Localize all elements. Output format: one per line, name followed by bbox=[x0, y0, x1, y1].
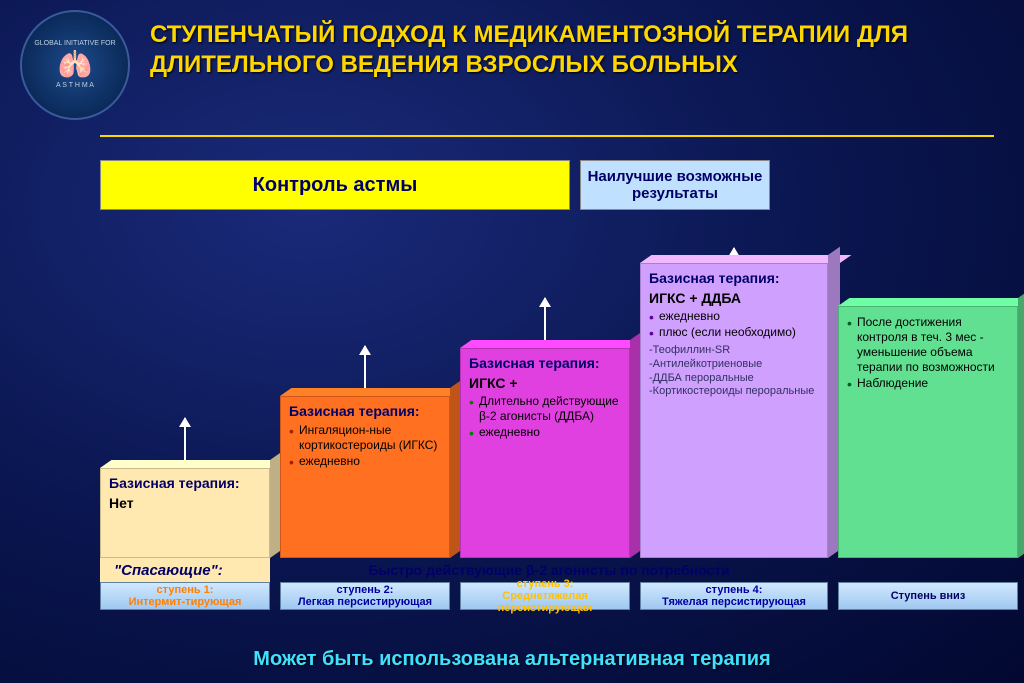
therapy-sub: Нет bbox=[109, 495, 261, 513]
step-name: Ступень вниз bbox=[891, 590, 966, 602]
therapy-box: Базисная терапия: Ингаляцион-ные кортикос… bbox=[280, 396, 450, 558]
step-name: ступень 4: bbox=[706, 584, 763, 596]
therapy-extra-item: -ДДБА пероральные bbox=[649, 372, 819, 386]
step-name: ступень 2: bbox=[337, 584, 394, 596]
step-desc: Тяжелая персистирующая bbox=[662, 596, 806, 608]
therapy-items: Ингаляцион-ные кортикостероиды (ИГКС) еж… bbox=[289, 423, 441, 469]
step-name: ступень 1: bbox=[157, 584, 214, 596]
step-label: ступень 1:Интермит-тирующая bbox=[100, 582, 270, 610]
therapy-item: Наблюдение bbox=[847, 376, 1009, 391]
step-chart: Базисная терапия: Нет ступень 1:Интермит-т… bbox=[90, 210, 994, 610]
box-side-face bbox=[1018, 290, 1024, 558]
therapy-header: Базисная терапия: bbox=[109, 475, 261, 493]
step-label: ступень 2:Легкая персистирующая bbox=[280, 582, 450, 610]
step-desc: Интермит-тирующая bbox=[129, 596, 242, 608]
therapy-item: Длительно действующие β-2 агонисты (ДДБА… bbox=[469, 394, 621, 424]
therapy-header: Базисная терапия: bbox=[289, 403, 441, 421]
footer-note: Может быть использована альтернативная т… bbox=[0, 648, 1024, 671]
therapy-item: плюс (если необходимо) bbox=[649, 325, 819, 340]
therapy-box: Базисная терапия: ИГКС +Длительно действу… bbox=[460, 348, 630, 558]
therapy-box: Базисная терапия: ИГКС + ДДБАежедневноплю… bbox=[640, 263, 828, 558]
therapy-item: ежедневно bbox=[289, 454, 441, 469]
therapy-content: Базисная терапия: ИГКС +Длительно действу… bbox=[460, 348, 630, 558]
therapy-header: Базисная терапия: bbox=[649, 270, 819, 288]
box-top-face bbox=[100, 460, 293, 468]
rescue-label: "Спасающие": bbox=[100, 562, 270, 579]
therapy-extra-item: -Антилейкотриеновые bbox=[649, 358, 819, 372]
therapy-extra-item: -Кортикостероиды пероральные bbox=[649, 385, 819, 399]
therapy-sub: ИГКС + bbox=[469, 375, 621, 393]
rescue-text: Быстро действующие β-2 агонисты по потре… bbox=[270, 562, 828, 578]
therapy-content: Базисная терапия: ИГКС + ДДБАежедневноплю… bbox=[640, 263, 828, 558]
gina-logo: GLOBAL INITIATIVE FOR 🫁 A S T H M A bbox=[20, 10, 130, 120]
step-label: Ступень вниз bbox=[838, 582, 1018, 610]
therapy-content: Базисная терапия: Нет bbox=[100, 468, 270, 558]
logo-top-text: GLOBAL INITIATIVE FOR bbox=[34, 40, 115, 48]
therapy-item: ежедневно bbox=[649, 309, 819, 324]
box-top-face bbox=[640, 255, 851, 263]
therapy-header: Базисная терапия: bbox=[469, 355, 621, 373]
step-desc: Среднетяжелая персистирующая bbox=[461, 590, 629, 614]
box-top-face bbox=[460, 340, 653, 348]
page-title: СТУПЕНЧАТЫЙ ПОДХОД К МЕДИКАМЕНТОЗНОЙ ТЕР… bbox=[150, 20, 994, 80]
therapy-content: Базисная терапия: Ингаляцион-ные кортикос… bbox=[280, 396, 450, 558]
therapy-extra-item: -Теофиллин-SR bbox=[649, 344, 819, 358]
box-top-face bbox=[280, 388, 473, 396]
step-label: ступень 4:Тяжелая персистирующая bbox=[640, 582, 828, 610]
logo-text: GLOBAL INITIATIVE FOR 🫁 A S T H M A bbox=[34, 40, 115, 90]
therapy-box: После достижения контроля в теч. 3 мес -… bbox=[838, 306, 1018, 558]
banner-row: Контроль астмы Наилучшие возможные резул… bbox=[100, 160, 984, 210]
therapy-box: Базисная терапия: Нет bbox=[100, 468, 270, 558]
banner-control: Контроль астмы bbox=[100, 160, 570, 210]
logo-bottom-text: A S T H M A bbox=[34, 82, 115, 90]
therapy-item: После достижения контроля в теч. 3 мес -… bbox=[847, 315, 1009, 375]
step-label: ступень 3:Среднетяжелая персистирующая bbox=[460, 582, 630, 610]
lungs-icon: 🫁 bbox=[34, 48, 115, 82]
rescue-row: "Спасающие":Быстро действующие β-2 агони… bbox=[100, 558, 828, 582]
therapy-sub: ИГКС + ДДБА bbox=[649, 290, 819, 308]
therapy-item: Ингаляцион-ные кортикостероиды (ИГКС) bbox=[289, 423, 441, 453]
therapy-item: ежедневно bbox=[469, 425, 621, 440]
therapy-items: Длительно действующие β-2 агонисты (ДДБА… bbox=[469, 394, 621, 440]
banner-best-results: Наилучшие возможные результаты bbox=[580, 160, 770, 210]
step-column-5: После достижения контроля в теч. 3 мес -… bbox=[838, 306, 1018, 610]
rescue-row-cell bbox=[838, 558, 1018, 582]
box-top-face bbox=[838, 298, 1024, 306]
therapy-extra: -Теофиллин-SR-Антилейкотриеновые-ДДБА пе… bbox=[649, 344, 819, 399]
therapy-items: После достижения контроля в теч. 3 мес -… bbox=[847, 315, 1009, 391]
step-column-1: Базисная терапия: Нет ступень 1:Интермит-т… bbox=[100, 468, 270, 610]
step-desc: Легкая персистирующая bbox=[298, 596, 432, 608]
therapy-items: ежедневноплюс (если необходимо) bbox=[649, 309, 819, 340]
therapy-content: После достижения контроля в теч. 3 мес -… bbox=[838, 306, 1018, 558]
title-divider bbox=[100, 135, 994, 137]
